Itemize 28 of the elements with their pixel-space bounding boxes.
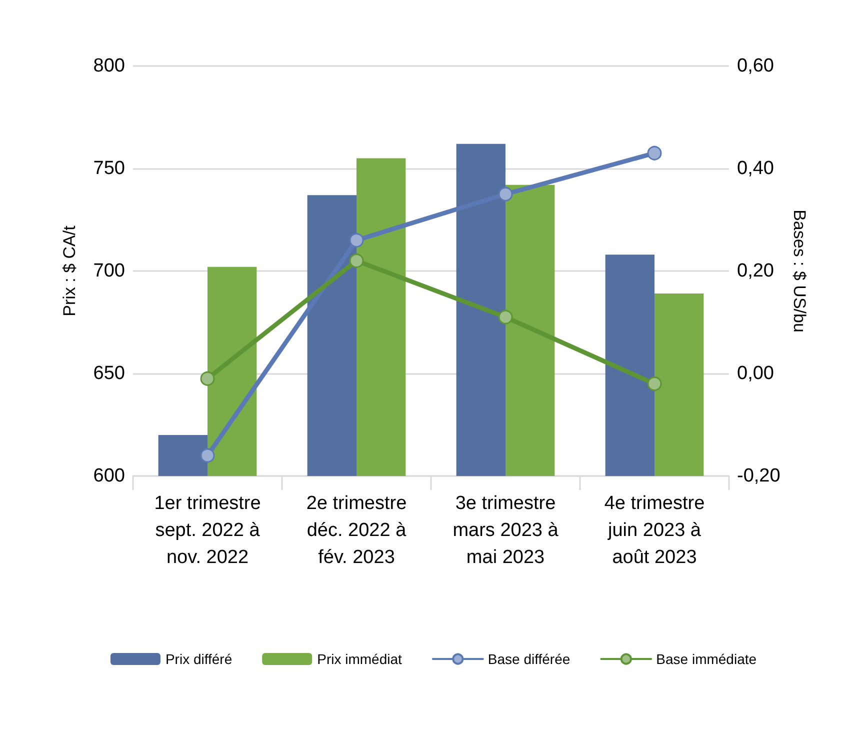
- point: [200, 371, 215, 386]
- y-tick-label: 650: [93, 363, 125, 384]
- legend-label: Prix immédiat: [317, 651, 402, 667]
- y2-tick-label: 0,40: [737, 158, 774, 179]
- point: [349, 254, 364, 268]
- y2-tick-label: 0,20: [737, 260, 774, 282]
- y-tick-label: 700: [93, 260, 125, 282]
- x-tick-label: 2e trimestre déc. 2022 à fév. 2023: [306, 493, 407, 568]
- legend-label: Base immédiate: [656, 651, 757, 667]
- y-tick-label: 800: [93, 56, 125, 76]
- y2-tick-label: 0,60: [737, 56, 774, 76]
- point: [498, 186, 513, 202]
- y-axis-title: Prix : $ CA/t: [60, 225, 79, 316]
- x-tick-label: 4e trimestre juin 2023 à août 2023: [604, 493, 705, 568]
- x-tick-label: 1er trimestre sept. 2022 à nov. 2022: [154, 493, 261, 568]
- y2-axis-title: Bases : $ US/bu: [790, 210, 810, 332]
- legend-label: Prix différé: [165, 651, 232, 667]
- y-tick-label: 600: [93, 466, 125, 486]
- point: [647, 376, 662, 391]
- x-tick-label: 3e trimestre mars 2023 à mai 2023: [452, 493, 559, 568]
- legend-label: Base différée: [488, 651, 570, 667]
- y2-tick-label: -0,20: [737, 466, 780, 486]
- point: [647, 146, 662, 160]
- y2-tick-label: 0,00: [737, 363, 774, 384]
- point: [200, 448, 215, 463]
- point: [349, 233, 364, 248]
- y-tick-label: 750: [93, 158, 125, 179]
- point: [498, 310, 513, 324]
